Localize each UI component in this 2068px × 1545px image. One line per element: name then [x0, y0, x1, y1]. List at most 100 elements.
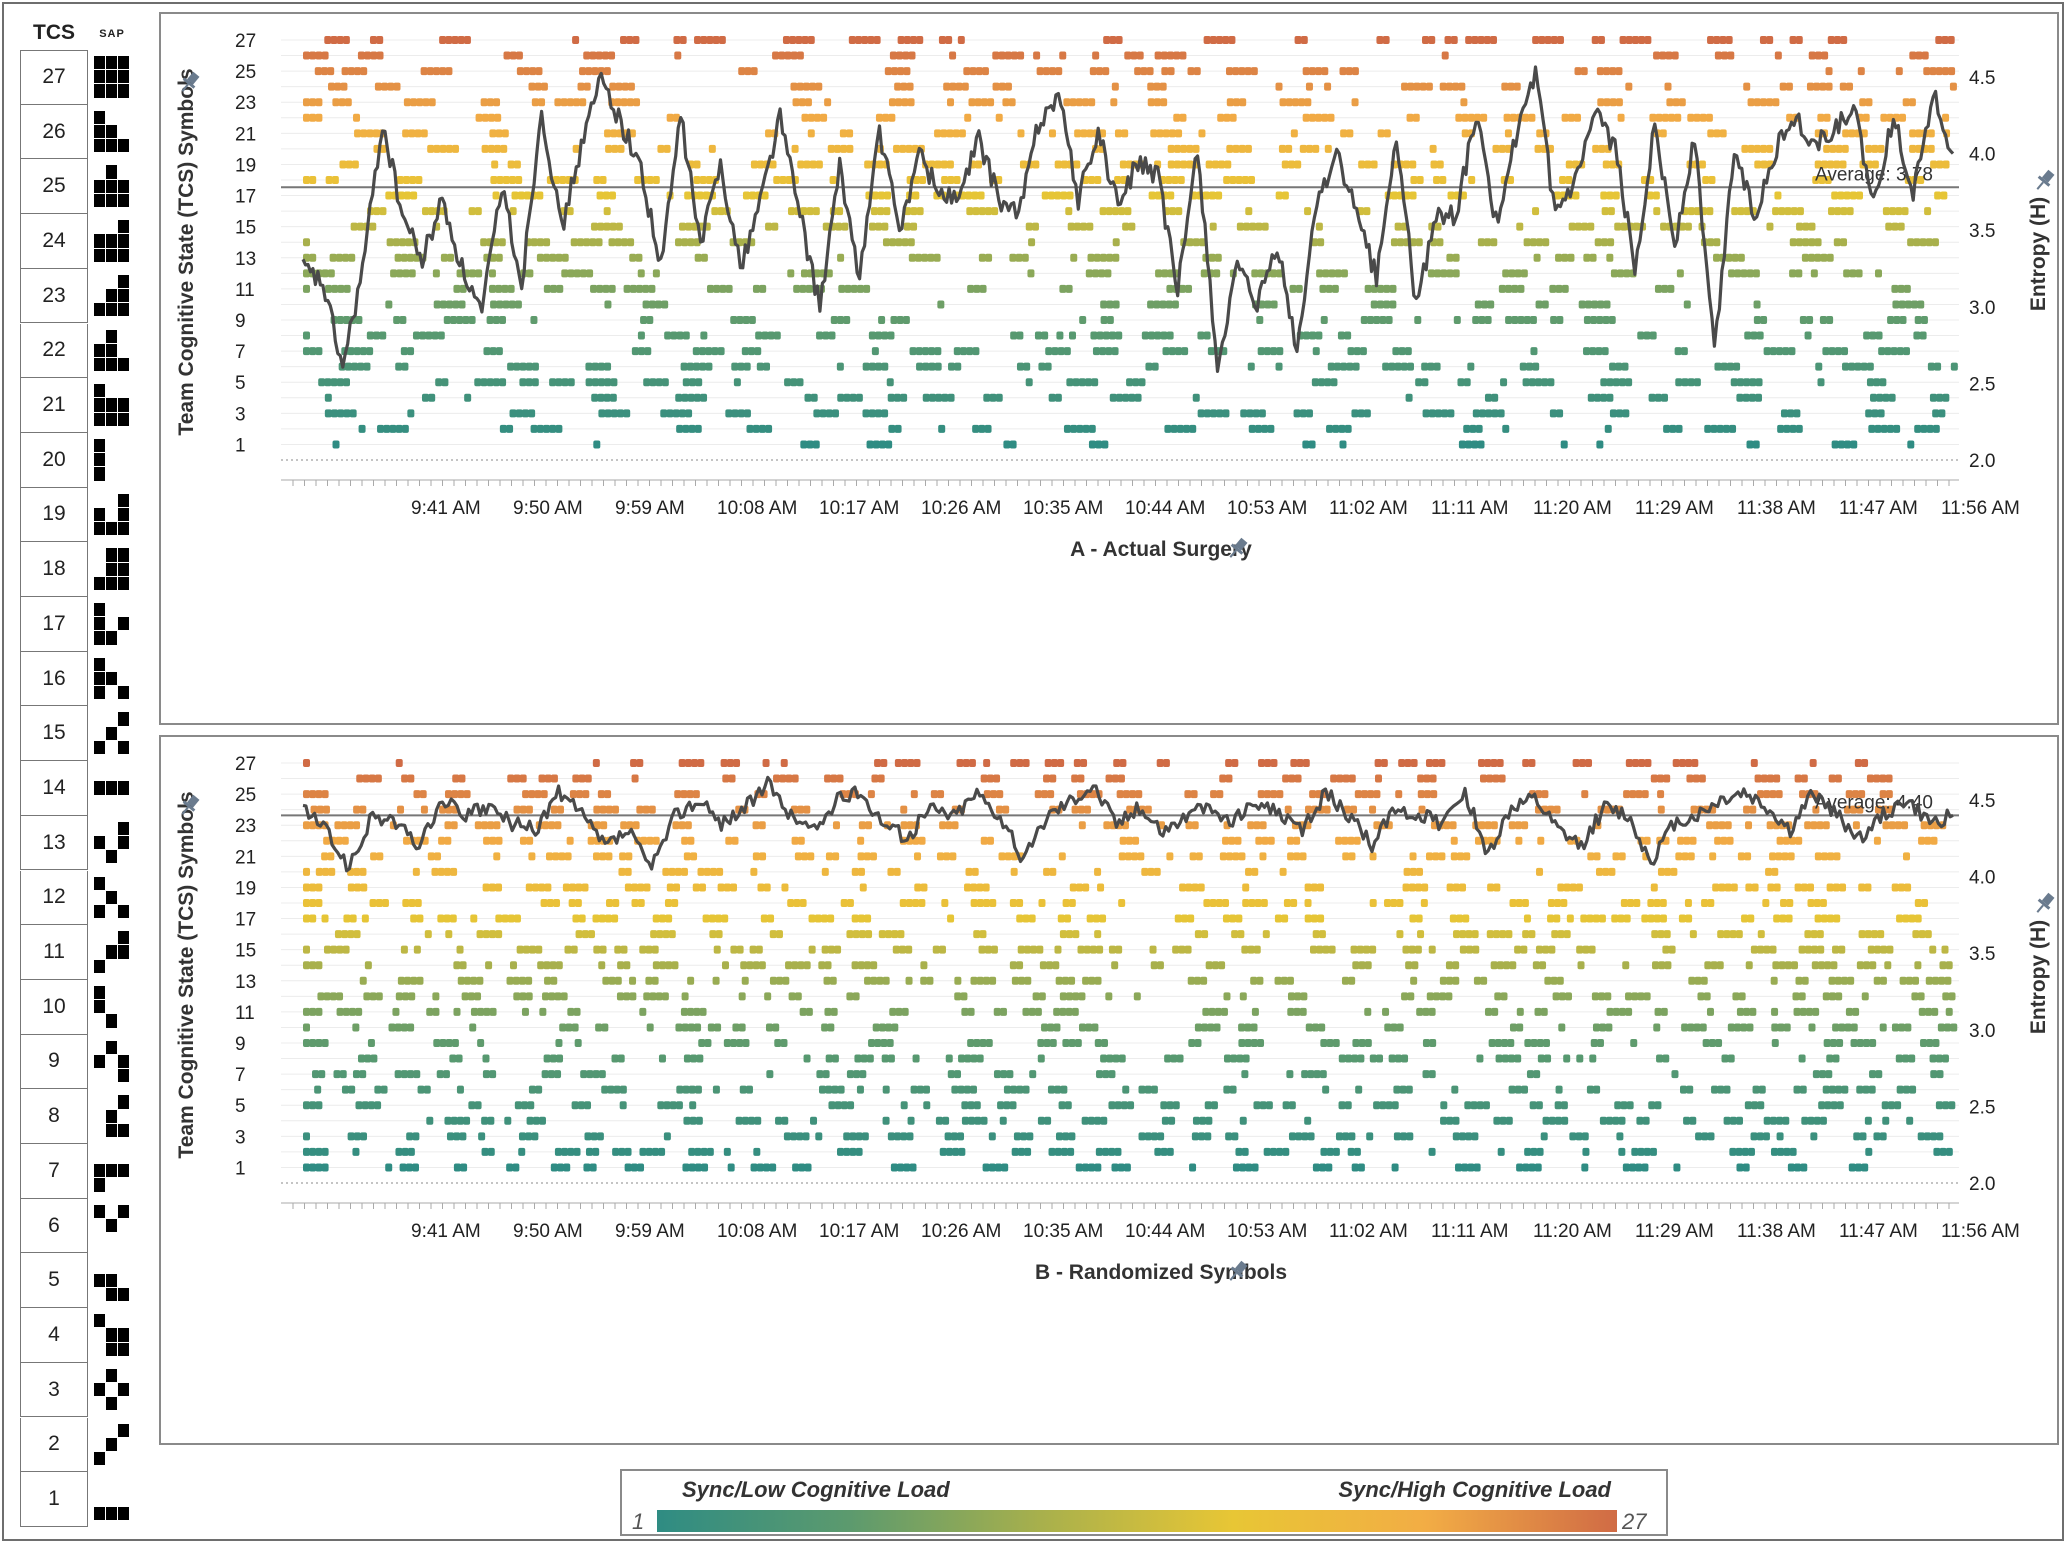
symbol-dot [1257, 790, 1265, 799]
symbol-dot [1783, 1147, 1791, 1156]
symbol-dot [1078, 378, 1086, 387]
symbol-dot [1496, 961, 1504, 970]
symbol-dot [1140, 67, 1148, 76]
symbol-dot [435, 378, 443, 387]
symbol-dot [829, 976, 837, 985]
symbol-dot [1010, 51, 1018, 60]
symbol-dot [840, 1101, 848, 1110]
symbol-dot [550, 976, 558, 985]
symbol-dot [408, 899, 416, 907]
pin-icon-needle [181, 806, 189, 815]
symbol-dot [631, 774, 639, 783]
symbol-dot [953, 347, 961, 356]
symbol-dot [1036, 945, 1044, 954]
symbol-dot [1232, 852, 1240, 861]
symbol-dot [733, 759, 741, 767]
symbol-dot [756, 1163, 764, 1172]
symbol-dot [1694, 976, 1702, 985]
symbol-dot [1722, 424, 1730, 433]
symbol-dot [1055, 67, 1063, 76]
symbol-dot [527, 1101, 535, 1110]
symbol-dot [639, 1007, 647, 1016]
symbol-dot [882, 976, 890, 985]
symbol-dot [1914, 961, 1922, 970]
symbol-dot [1129, 790, 1137, 799]
symbol-dot [1945, 1007, 1953, 1016]
symbol-dot [1370, 300, 1378, 309]
symbol-dot [1422, 36, 1430, 44]
symbol-dot [941, 899, 949, 907]
symbol-dot [1807, 1116, 1815, 1125]
symbol-dot [913, 759, 921, 767]
symbol-dot [1256, 316, 1264, 324]
symbol-dot [1661, 113, 1669, 122]
symbol-dot [1845, 790, 1853, 799]
symbol-dot [1728, 269, 1736, 278]
symbol-dot [1258, 409, 1266, 418]
symbol-dot [1086, 129, 1094, 138]
pattern-cell [118, 576, 129, 590]
symbol-dot [1813, 899, 1821, 907]
symbol-dot [1288, 1132, 1296, 1141]
symbol-dot [1416, 1007, 1424, 1016]
symbol-dot [1204, 1101, 1212, 1110]
symbol-dot [1895, 67, 1903, 76]
symbol-dot [507, 160, 515, 169]
symbol-dot [402, 992, 410, 1001]
symbol-dot [1072, 378, 1080, 387]
symbol-dot [1693, 207, 1701, 216]
symbol-dot [982, 1163, 990, 1172]
symbol-dot [660, 409, 668, 418]
symbol-dot [1383, 300, 1391, 309]
symbol-dot [1743, 378, 1751, 387]
tcs-box-12: 12 [20, 870, 88, 926]
symbol-dot [1515, 836, 1523, 845]
symbol-dot [1250, 976, 1258, 985]
symbol-dot [836, 362, 844, 371]
symbol-dot [1742, 393, 1750, 402]
symbol-dot [1421, 362, 1429, 371]
symbol-dot [882, 113, 890, 122]
symbol-dot [1293, 409, 1301, 418]
symbol-dot [1102, 331, 1110, 340]
symbol-dot [1813, 82, 1821, 91]
symbol-dot [1804, 331, 1812, 340]
symbol-dot [452, 300, 460, 309]
symbol-dot [1414, 316, 1422, 324]
symbol-dot [1155, 269, 1163, 278]
symbol-dot [1753, 98, 1761, 107]
symbol-dot [412, 331, 420, 340]
symbol-dot [331, 409, 339, 418]
symbol-dot [1657, 805, 1665, 814]
pattern-cell [94, 467, 105, 481]
symbol-dot [1037, 1116, 1045, 1125]
symbol-dot [544, 883, 552, 892]
tcs-pattern-8 [94, 1095, 130, 1138]
symbol-dot [1024, 976, 1032, 985]
symbol-dot [1901, 1054, 1909, 1063]
symbol-dot [1772, 98, 1780, 107]
symbol-dot [513, 805, 521, 814]
symbol-dot [1939, 1147, 1947, 1156]
symbol-dot [1310, 238, 1318, 247]
symbol-dot [1438, 759, 1446, 767]
symbol-dot [639, 1147, 647, 1156]
tcs-pattern-12 [94, 876, 130, 920]
symbol-dot [1484, 1007, 1492, 1016]
y2-tick-label: 3.0 [1969, 1021, 1995, 1042]
symbol-dot [1048, 129, 1056, 138]
symbol-dot [947, 1070, 955, 1079]
symbol-dot [1450, 836, 1458, 845]
symbol-dot [1103, 821, 1111, 830]
symbol-dot [935, 393, 943, 402]
symbol-dot [652, 836, 660, 845]
symbol-dot [1675, 852, 1683, 861]
symbol-dot [705, 347, 713, 356]
symbol-dot [572, 144, 580, 153]
symbol-dot [1438, 852, 1446, 861]
symbol-dot [1762, 1132, 1770, 1141]
pattern-cell [106, 1109, 117, 1123]
symbol-dot [352, 1147, 360, 1156]
symbol-dot [1839, 82, 1847, 91]
symbol-dot [1238, 144, 1246, 153]
